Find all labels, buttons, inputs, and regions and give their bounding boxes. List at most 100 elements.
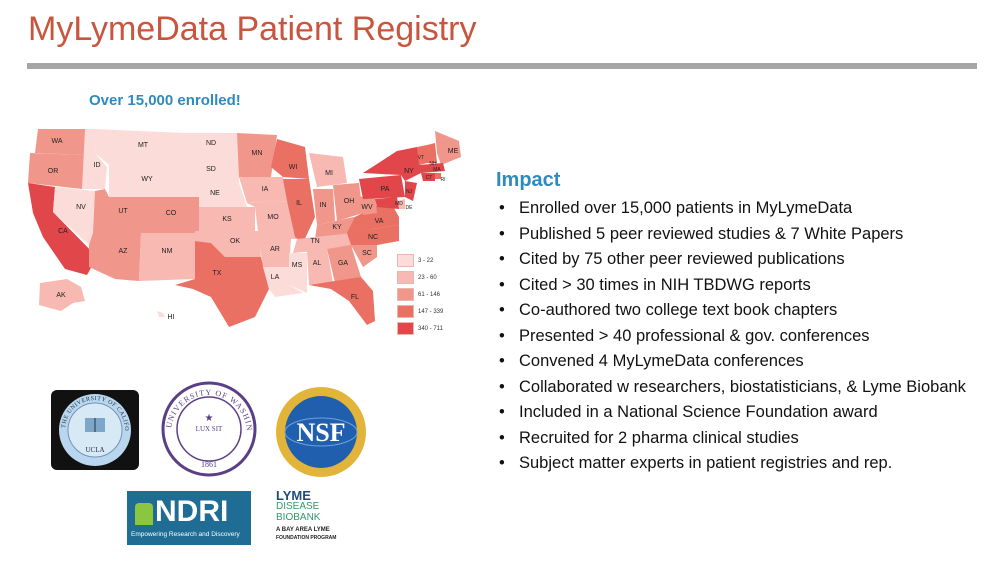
- map-label-SD: SD: [206, 166, 216, 173]
- state-NY: [363, 147, 421, 181]
- state-RI: [435, 173, 441, 179]
- map-label-RI: RI: [441, 177, 446, 183]
- map-label-WI: WI: [289, 164, 298, 171]
- ndri-logo: NDRI Empowering Research and Discovery: [127, 491, 251, 545]
- map-label-PA: PA: [381, 186, 390, 193]
- state-AK: [39, 279, 85, 311]
- map-label-NH: NH: [429, 161, 437, 167]
- state-MS: [289, 253, 307, 293]
- ndri-name: NDRI: [155, 495, 229, 528]
- map-label-MI: MI: [325, 170, 333, 177]
- map-label-GA: GA: [338, 260, 348, 267]
- nsf-logo: NSF: [276, 387, 366, 477]
- uw-seal-year: 1861: [201, 460, 217, 469]
- impact-item: Presented > 40 professional & gov. confe…: [496, 324, 976, 350]
- map-label-LA: LA: [271, 274, 280, 281]
- state-AR: [259, 239, 291, 267]
- state-MO: [247, 201, 297, 239]
- map-label-OK: OK: [230, 238, 240, 245]
- map-label-MS: MS: [292, 262, 303, 269]
- legend-label: 23 - 60: [418, 274, 437, 281]
- map-label-OR: OR: [48, 168, 59, 175]
- map-label-AL: AL: [313, 260, 322, 267]
- state-CT: [421, 173, 435, 181]
- state-UT: [93, 189, 141, 233]
- state-ND: [183, 133, 239, 159]
- state-NJ: [405, 181, 417, 201]
- impact-item: Cited by 75 other peer reviewed publicat…: [496, 247, 976, 273]
- state-MT: [93, 129, 185, 165]
- uw-seal-motto: LUX SIT: [196, 425, 223, 433]
- map-label-DE: DE: [406, 205, 414, 211]
- state-MI: [309, 153, 347, 187]
- map-label-KY: KY: [332, 224, 342, 231]
- map-label-NM: NM: [162, 248, 173, 255]
- state-NE: [183, 183, 247, 207]
- state-PA: [359, 175, 405, 199]
- state-WV: [359, 195, 377, 215]
- nsf-text: NSF: [296, 418, 345, 447]
- legend-swatch: [397, 305, 414, 318]
- map-label-ID: ID: [94, 162, 101, 169]
- legend-row: 61 - 146: [397, 286, 443, 303]
- state-CO: [141, 197, 199, 233]
- state-CA: [28, 183, 97, 275]
- state-IA: [239, 177, 287, 203]
- state-DE: [397, 199, 405, 209]
- state-OH: [333, 183, 363, 221]
- map-label-NJ: NJ: [406, 189, 413, 195]
- state-WA: [35, 129, 85, 155]
- map-label-MA: MA: [433, 167, 441, 173]
- map-label-KS: KS: [222, 216, 232, 223]
- impact-item: Collaborated w researchers, biostatistic…: [496, 375, 976, 401]
- legend-row: 23 - 60: [397, 269, 443, 286]
- map-label-AZ: AZ: [119, 248, 129, 255]
- state-MD: [375, 197, 399, 209]
- map-label-CO: CO: [166, 210, 177, 217]
- legend-label: 3 - 22: [418, 257, 434, 264]
- us-choropleth-map: WA OR CA NV ID MT WY UT AZ CO NM ND SD N…: [28, 129, 461, 327]
- map-label-IL: IL: [296, 200, 302, 207]
- state-NH: [427, 143, 437, 163]
- map-label-IA: IA: [262, 186, 269, 193]
- map-label-NE: NE: [210, 190, 220, 197]
- state-NC: [347, 225, 399, 245]
- impact-list: Enrolled over 15,000 patients in MyLymeD…: [496, 196, 976, 477]
- state-ID: [82, 129, 107, 189]
- lyme-logo-line4: A BAY AREA LYME: [276, 527, 330, 533]
- state-GA: [327, 245, 361, 283]
- state-OR: [28, 153, 85, 189]
- impact-item: Included in a National Science Foundatio…: [496, 400, 976, 426]
- state-MA: [419, 163, 445, 173]
- map-label-NY: NY: [404, 168, 414, 175]
- map-legend: 3 - 22 23 - 60 61 - 146 147 - 339 340 - …: [397, 252, 443, 337]
- map-label-MD: MD: [395, 201, 403, 207]
- map-label-TN: TN: [310, 238, 319, 245]
- map-label-WA: WA: [51, 138, 62, 145]
- enrolled-headline: Over 15,000 enrolled!: [89, 92, 241, 109]
- state-AZ: [89, 233, 141, 281]
- map-label-ND: ND: [206, 140, 216, 147]
- people-icon: [135, 503, 153, 525]
- impact-item: Enrolled over 15,000 patients in MyLymeD…: [496, 196, 976, 222]
- state-MN: [237, 133, 277, 177]
- lyme-logo-line1: LYME: [276, 488, 311, 503]
- impact-section: Impact Enrolled over 15,000 patients in …: [496, 169, 976, 477]
- state-WY: [109, 165, 183, 197]
- state-KS: [199, 207, 255, 231]
- legend-swatch: [397, 288, 414, 301]
- state-IL: [283, 179, 315, 243]
- state-FL: [309, 277, 375, 325]
- state-SD: [183, 159, 239, 183]
- map-label-NV: NV: [76, 204, 86, 211]
- impact-heading: Impact: [496, 169, 561, 191]
- impact-item: Convened 4 MyLymeData conferences: [496, 349, 976, 375]
- map-label-VA: VA: [375, 218, 384, 225]
- legend-swatch: [397, 271, 414, 284]
- uc-seal-bottom: UCLA: [85, 446, 104, 454]
- impact-item: Subject matter experts in patient regist…: [496, 451, 976, 477]
- lyme-logo-line2: DISEASE: [276, 501, 320, 512]
- map-label-OH: OH: [344, 198, 355, 205]
- state-ME: [435, 131, 461, 165]
- title-divider: [27, 63, 977, 69]
